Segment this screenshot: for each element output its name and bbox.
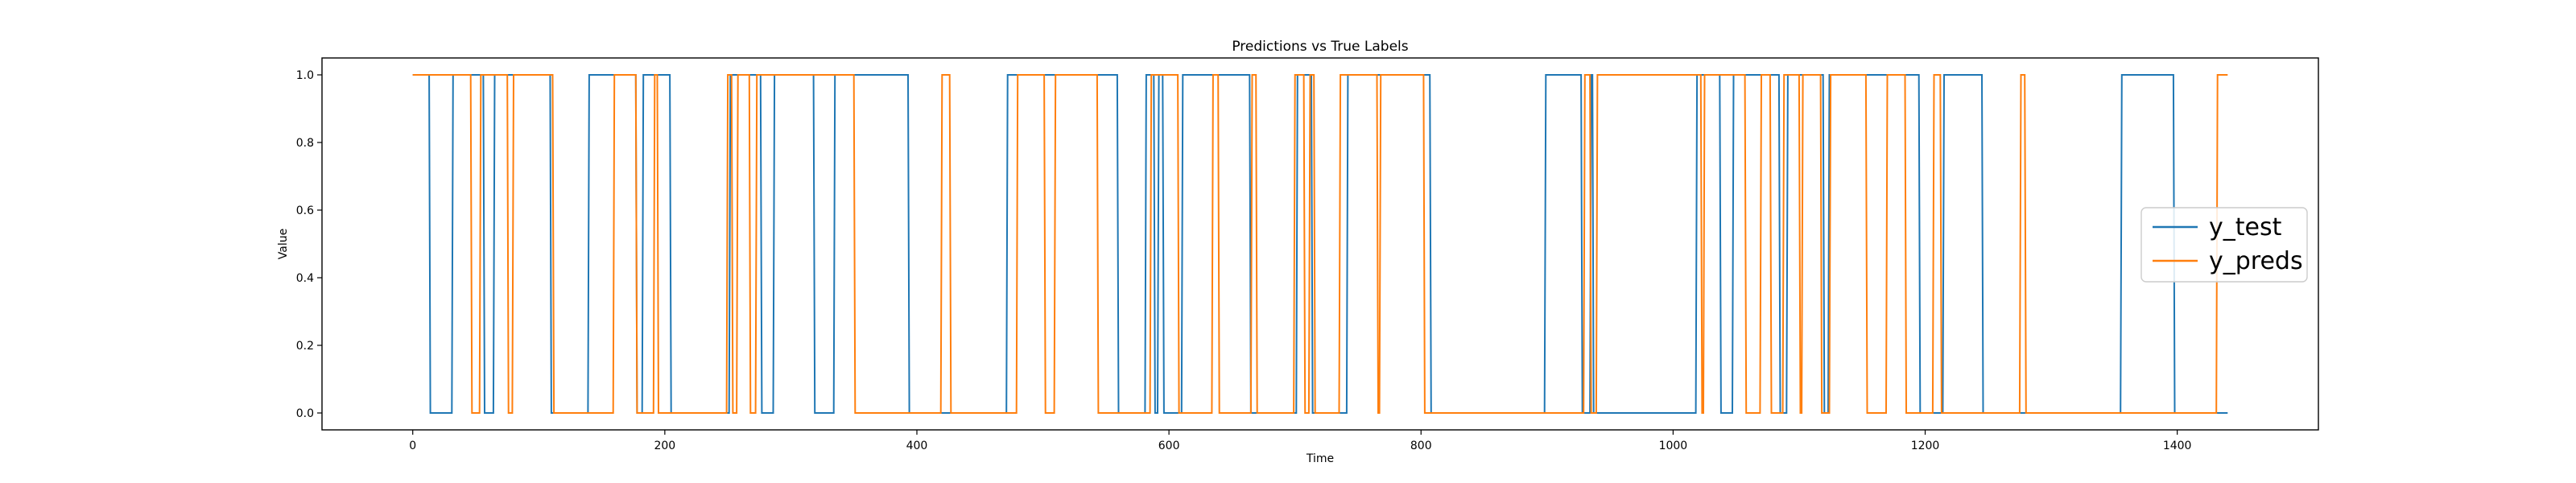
x-tick-label: 1400 [2163,440,2192,452]
chart-title: Predictions vs True Labels [1232,39,1408,55]
y-tick-label: 0.4 [296,272,314,285]
x-tick-label: 600 [1158,440,1180,452]
x-tick-label: 1200 [1911,440,1940,452]
series-layer [412,74,2228,414]
y-tick-label: 0.6 [296,204,314,217]
y-tick-label: 1.0 [296,69,314,82]
legend: y_test y_preds [2140,207,2308,283]
x-tick-label: 400 [906,440,928,452]
y-axis: 0.0 0.2 0.4 0.6 0.8 1.0 [296,69,322,420]
y-axis-label: Value [277,229,290,259]
legend-label: y_preds [2209,247,2303,275]
y-tick-label: 0.2 [296,340,314,353]
plot-area [321,57,2319,431]
y-tick-label: 0.0 [296,407,314,420]
x-axis: 0 200 400 600 800 1000 1200 1400 [409,430,2191,452]
legend-label: y_test [2209,213,2282,242]
x-tick-label: 800 [1410,440,1432,452]
series-line-y-preds [412,74,2228,414]
x-tick-label: 200 [654,440,675,452]
x-tick-label: 1000 [1659,440,1688,452]
x-axis-label: Time [1306,452,1334,465]
x-tick-label: 0 [409,440,416,452]
y-tick-label: 0.8 [296,137,314,150]
axes-frame [321,57,2319,431]
